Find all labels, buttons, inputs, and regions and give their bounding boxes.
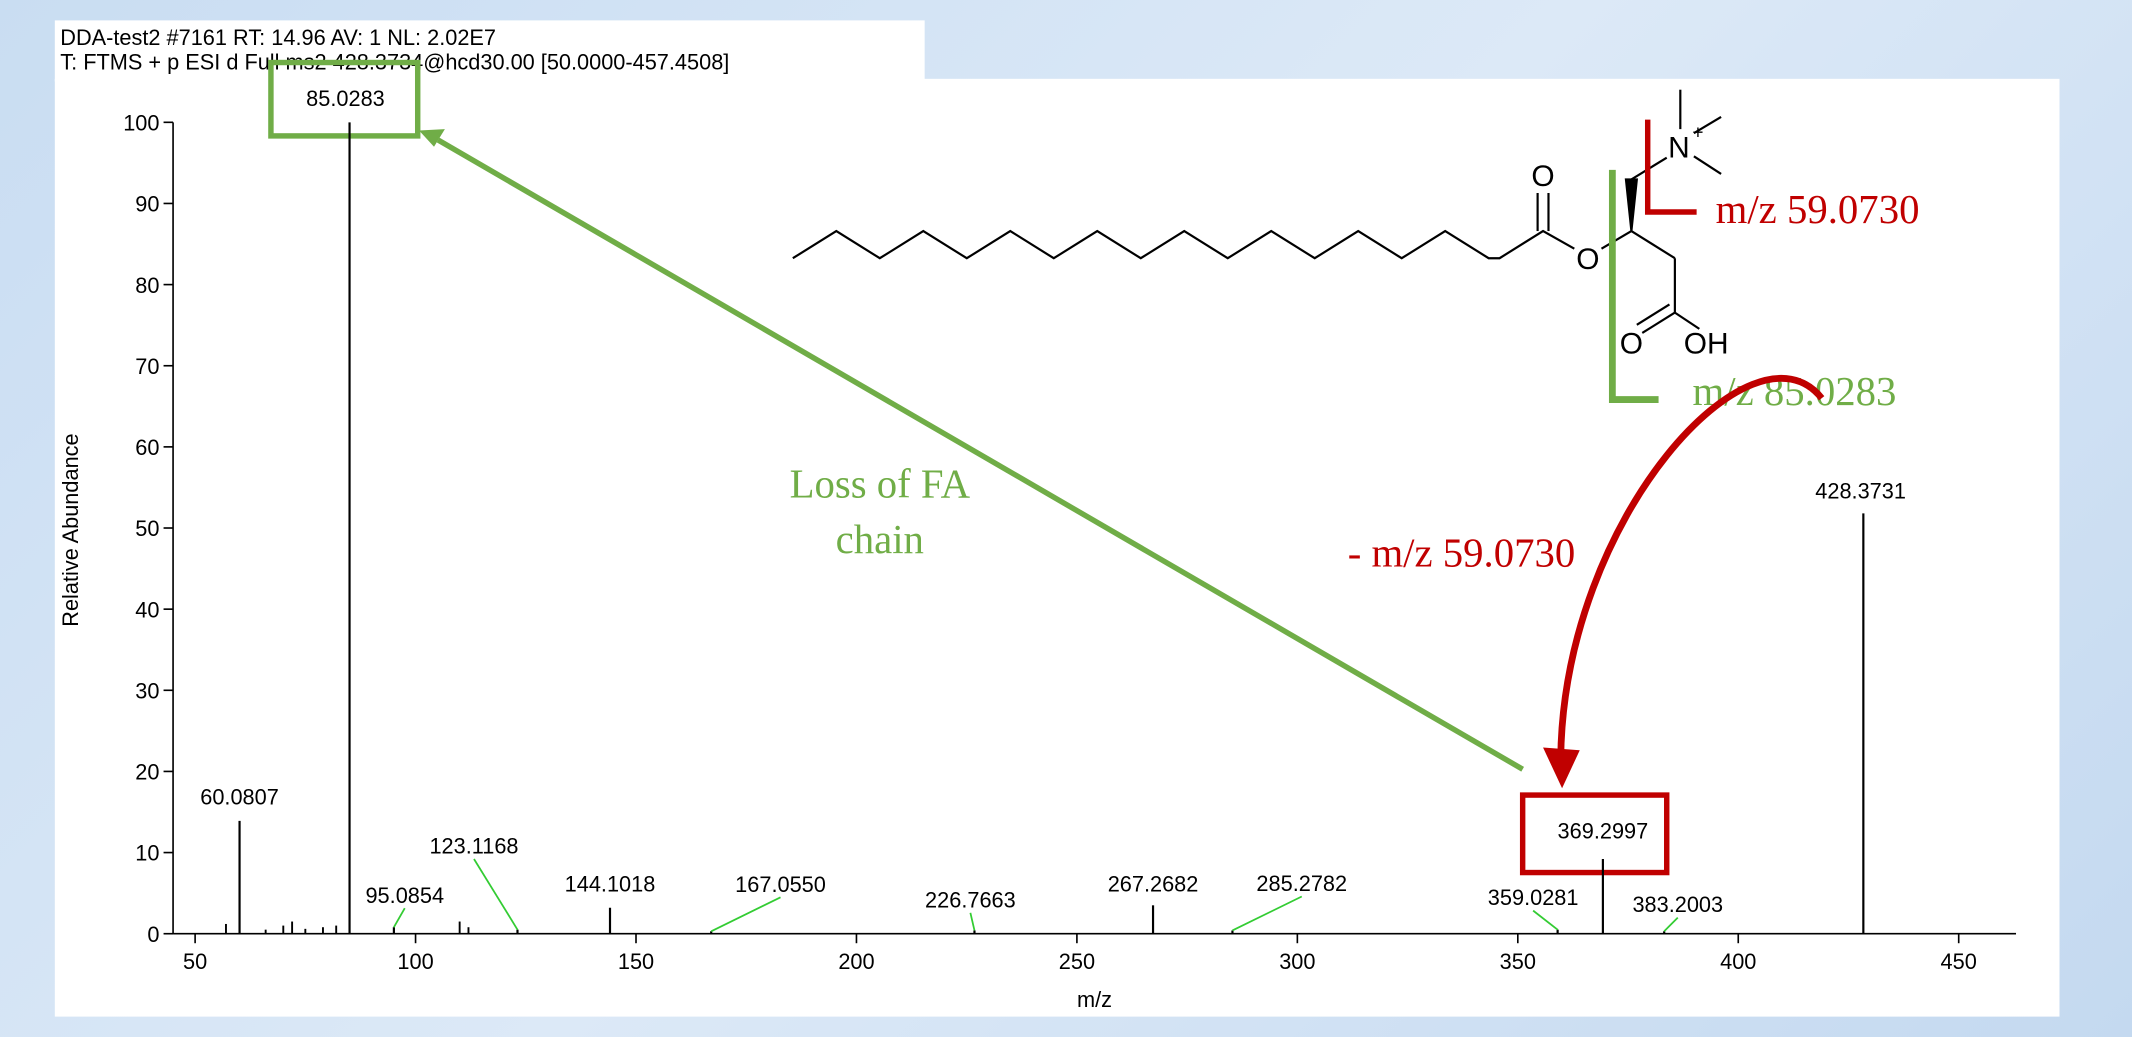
peak-label: 369.2997 <box>1558 819 1649 844</box>
fragment-bracket <box>1644 119 1697 215</box>
bond <box>1641 311 1676 334</box>
y-tick-label: 70 <box>135 354 159 379</box>
peak-label: 383.2003 <box>1632 892 1723 917</box>
y-tick-label: 10 <box>135 841 159 866</box>
highlight-box <box>268 59 421 139</box>
y-tick-label: 90 <box>135 192 159 217</box>
bond <box>1600 230 1632 250</box>
y-tick-label: 40 <box>135 597 159 622</box>
label-leader <box>710 896 781 933</box>
annotation: chain <box>836 517 924 562</box>
fragment-label: m/z 85.0283 <box>1693 369 1897 414</box>
y-tick-label: 60 <box>135 435 159 460</box>
peak-label: 359.0281 <box>1488 885 1579 910</box>
peak-label: 95.0854 <box>365 883 444 908</box>
peak-label: 144.1018 <box>565 871 656 896</box>
bond <box>1674 311 1700 330</box>
label-leader <box>969 912 976 931</box>
atom-label: O <box>1576 243 1599 276</box>
arrow <box>436 137 1525 772</box>
x-tick-label: 100 <box>397 949 433 974</box>
curved-arrow <box>1557 374 1825 759</box>
fragment-label: m/z 59.0730 <box>1716 187 1920 232</box>
y-tick-label: 0 <box>147 922 159 947</box>
label-leader <box>1532 909 1559 931</box>
y-tick-label: 80 <box>135 273 159 298</box>
peak-label: 167.0550 <box>735 872 826 897</box>
x-tick-label: 400 <box>1720 949 1756 974</box>
peak-label: 226.7663 <box>925 887 1016 912</box>
y-tick-label: 20 <box>135 760 159 785</box>
y-tick-label: 30 <box>135 678 159 703</box>
y-tick-label: 50 <box>135 516 159 541</box>
bond <box>1630 230 1676 260</box>
header-line: DDA-test2 #7161 RT: 14.96 AV: 1 NL: 2.02… <box>60 25 496 50</box>
peak-label: 285.2782 <box>1256 871 1347 896</box>
arrowhead <box>419 129 445 147</box>
fatty-chain <box>792 229 1575 260</box>
header-panel <box>54 20 925 82</box>
y-tick-label: 100 <box>123 110 159 135</box>
bond <box>1693 155 1722 175</box>
structure <box>792 89 1722 334</box>
x-tick-label: 200 <box>838 949 874 974</box>
x-axis-label: m/z <box>1077 987 1112 1012</box>
atom-label: N <box>1668 132 1690 165</box>
peak-label: 85.0283 <box>306 86 385 111</box>
peak-label: 267.2682 <box>1108 872 1199 897</box>
peak-label: 60.0807 <box>200 785 279 810</box>
label-leader <box>1663 917 1679 932</box>
bond <box>1693 115 1722 135</box>
x-tick-label: 150 <box>618 949 654 974</box>
x-tick-label: 350 <box>1500 949 1536 974</box>
highlight-box <box>1519 792 1670 876</box>
label-leader <box>393 907 406 928</box>
atom-label: O <box>1620 327 1643 360</box>
x-tick-label: 300 <box>1279 949 1315 974</box>
atom-label: OH <box>1684 327 1729 360</box>
x-tick-label: 450 <box>1941 949 1977 974</box>
x-tick-label: 250 <box>1059 949 1095 974</box>
atom-label: O <box>1531 160 1554 193</box>
atom-charge: + <box>1692 123 1703 144</box>
peak-label: 123.1168 <box>429 834 518 859</box>
annotation: Loss of FA <box>790 461 971 506</box>
x-tick-label: 50 <box>183 949 207 974</box>
y-axis-label: Relative Abundance <box>58 433 83 626</box>
plot-panel <box>54 78 2060 1017</box>
label-leader <box>1232 895 1303 932</box>
label-leader <box>473 858 519 931</box>
bond <box>1636 303 1671 326</box>
fragment-bracket <box>1608 169 1659 403</box>
peak-label: 428.3731 <box>1815 478 1906 503</box>
arrowhead <box>1543 747 1580 789</box>
annotation: - m/z 59.0730 <box>1348 531 1576 576</box>
